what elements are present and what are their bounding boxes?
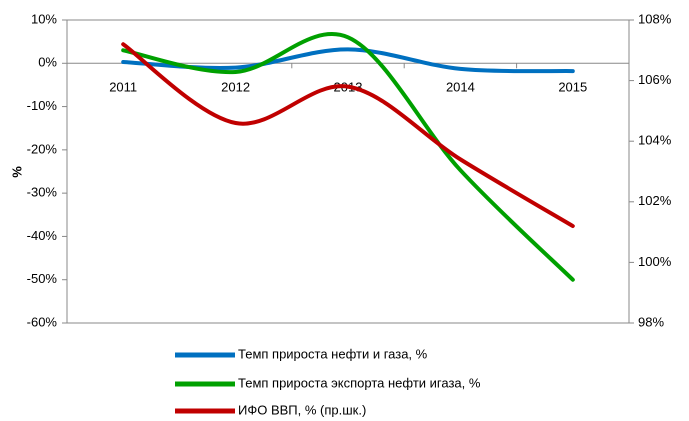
series-line — [121, 32, 575, 282]
y-tick-label: 0% — [38, 55, 57, 70]
y-axis-label: % — [9, 166, 24, 178]
y2-tick-label: 104% — [638, 133, 672, 148]
legend-label: Темп прироста нефти и газа, % — [238, 346, 428, 361]
y2-tick-label: 106% — [638, 72, 672, 87]
y-tick-label: -30% — [27, 185, 58, 200]
x-tick-label: 2014 — [446, 80, 475, 95]
x-tick-label: 2012 — [221, 80, 250, 95]
y-tick-label: -60% — [27, 314, 58, 329]
y2-tick-label: 108% — [638, 11, 672, 26]
y2-tick-label: 102% — [638, 193, 672, 208]
y-tick-label: -40% — [27, 228, 58, 243]
x-tick-label: 2011 — [109, 80, 137, 95]
plot-area — [66, 19, 630, 324]
series-line — [121, 42, 575, 229]
y-tick-label: -20% — [27, 141, 58, 156]
y2-tick-label: 100% — [638, 254, 672, 269]
legend-label: ИФО ВВП, % (пр.шк.) — [238, 402, 366, 417]
y-tick-label: -50% — [27, 271, 58, 286]
y2-tick-label: 98% — [638, 314, 664, 329]
y-tick-label: 10% — [31, 11, 57, 26]
legend-label: Темп прироста экспорта нефти игаза, % — [238, 375, 481, 390]
y-tick-label: -10% — [27, 98, 58, 113]
x-tick-label: 2015 — [558, 80, 587, 95]
